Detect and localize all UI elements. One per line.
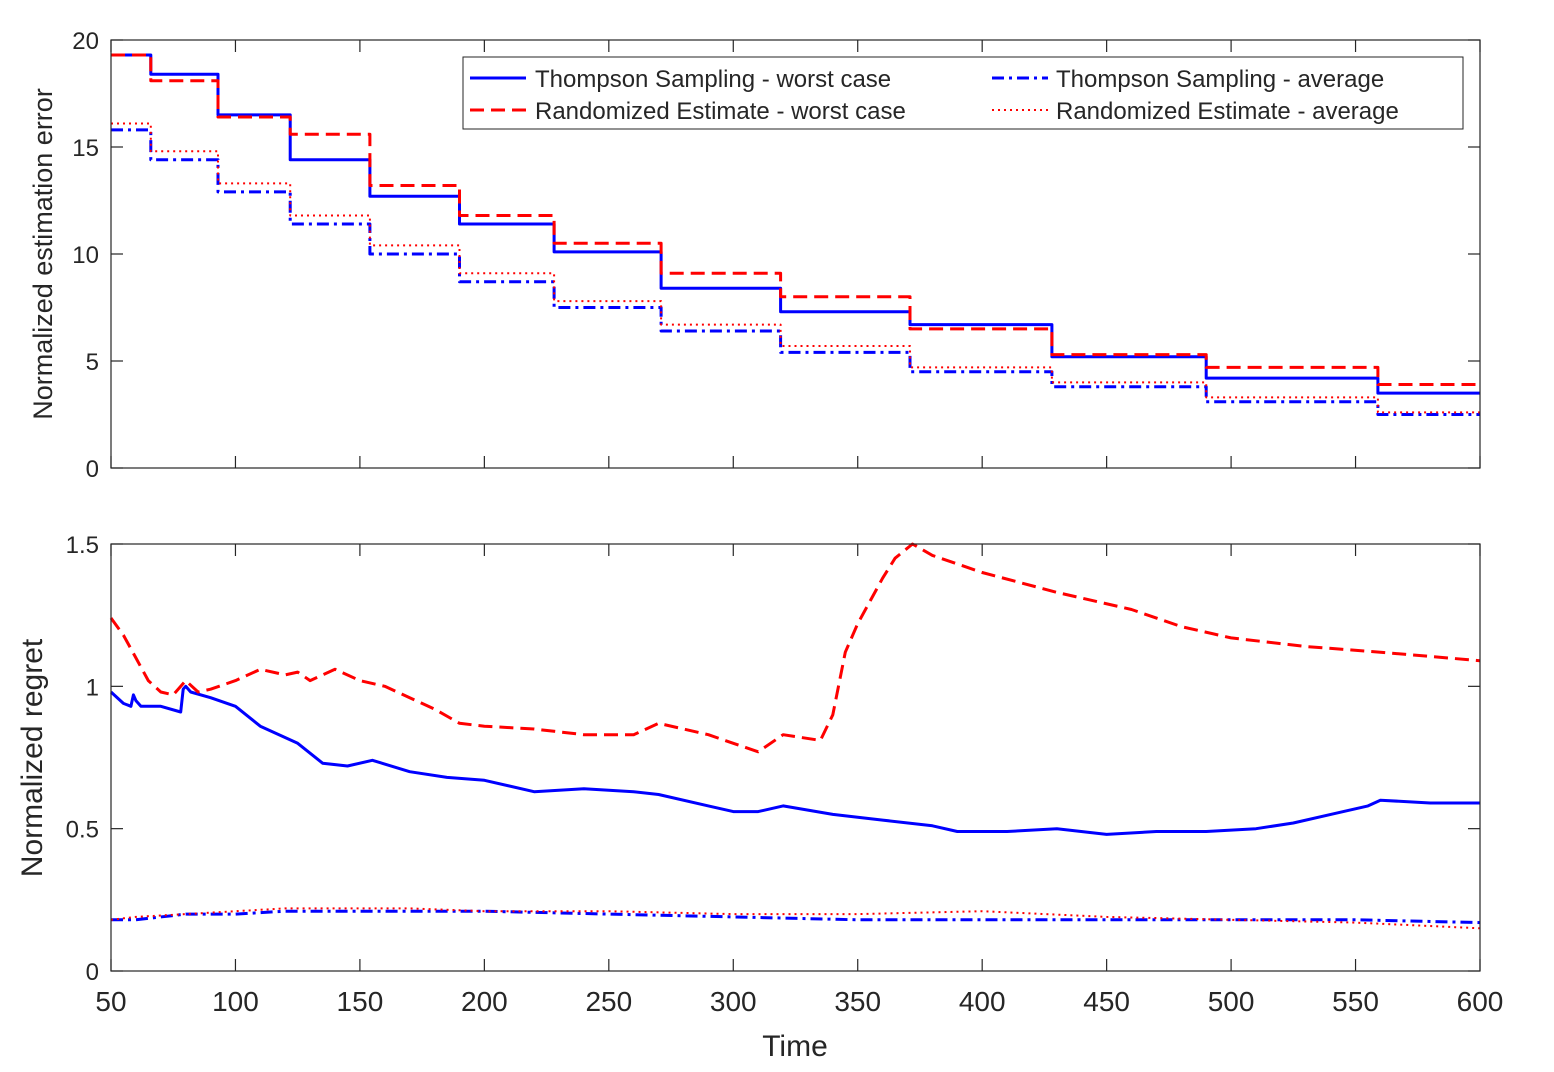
x-tick-label: 450 — [1083, 986, 1130, 1017]
legend-label-ts-worst: Thompson Sampling - worst case — [535, 66, 891, 93]
estimation-error-y-axis-label: Normalized estimation error — [28, 88, 58, 420]
regret-line-randomized-estimate-worst-case — [109, 542, 1481, 754]
regret-series — [109, 542, 1481, 930]
legend-label-ts-avg: Thompson Sampling - average — [1056, 66, 1384, 93]
x-tick-label: 100 — [212, 986, 259, 1017]
legend-label-re-avg: Randomized Estimate - average — [1056, 98, 1399, 125]
regret-y-tick-label: 0 — [86, 959, 99, 986]
estimation-error-y-tick-label: 15 — [72, 135, 99, 162]
x-tick-label: 500 — [1208, 986, 1255, 1017]
estimation-error-y-tick-label: 10 — [72, 242, 99, 269]
regret-ticks: 0 0.5 1 1.5 50 100 150 200 250 300 350 400 450 500 550… — [66, 532, 1504, 1017]
x-tick-label: 150 — [337, 986, 384, 1017]
estimation-error-ticks: 0 5 10 15 20 — [72, 28, 1481, 483]
x-tick-label: 200 — [461, 986, 508, 1017]
x-tick-label: 50 — [95, 986, 126, 1017]
estimation-error-line-thompson-sampling-worst-case — [111, 53, 1480, 395]
regret-line-thompson-sampling-average — [111, 909, 1481, 925]
estimation-error-y-tick-label: 0 — [86, 456, 99, 483]
estimation-error-chart: 0 5 10 15 20 Normalized estimation error Tho… — [28, 28, 1481, 483]
regret-plot-frame — [110, 543, 1481, 972]
estimation-error-line-randomized-estimate-average — [111, 122, 1480, 414]
x-tick-label: 600 — [1457, 986, 1504, 1017]
estimation-error-line-randomized-estimate-worst-case — [111, 53, 1480, 386]
x-axis-label: Time — [762, 1030, 828, 1063]
legend-label-re-worst: Randomized Estimate - worst case — [535, 98, 906, 125]
estimation-error-y-tick-label: 5 — [86, 349, 99, 376]
estimation-error-series — [111, 53, 1480, 416]
regret-y-tick-label: 1 — [86, 674, 99, 701]
legend-box — [462, 56, 1464, 130]
regret-y-axis-label: Normalized regret — [16, 638, 49, 877]
estimation-error-y-tick-label: 20 — [72, 28, 99, 55]
regret-line-thompson-sampling-worst-case — [109, 684, 1480, 836]
x-tick-label: 250 — [585, 986, 632, 1017]
x-tick-label: 300 — [710, 986, 757, 1017]
x-tick-label: 350 — [834, 986, 881, 1017]
legend: Thompson Sampling - worst case Thompson … — [462, 56, 1464, 130]
regret-chart: 0 0.5 1 1.5 50 100 150 200 250 300 350 400 450 500 550… — [16, 532, 1503, 1063]
regret-y-tick-label: 0.5 — [66, 817, 99, 844]
regret-y-tick-label: 1.5 — [66, 532, 99, 559]
estimation-error-line-thompson-sampling-average — [111, 128, 1480, 416]
x-tick-label: 550 — [1332, 986, 1379, 1017]
x-tick-label: 400 — [959, 986, 1006, 1017]
